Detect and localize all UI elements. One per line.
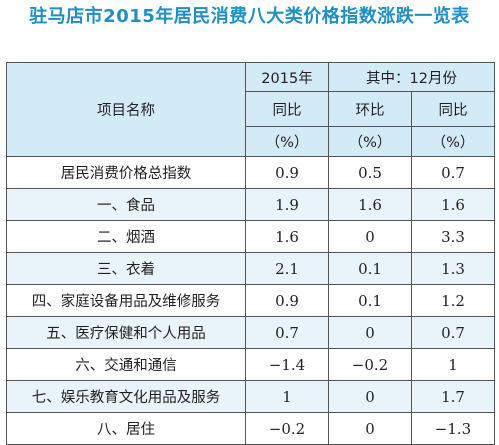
cell-yoy-2015: 0.9: [245, 284, 329, 317]
header-mom-dec: 环比: [328, 91, 412, 127]
row-name: 二、烟酒: [6, 220, 246, 253]
cell-yoy-2015: 1: [245, 380, 329, 413]
header-year-2015: 2015年: [245, 62, 329, 92]
row-name: 居民消费价格总指数: [6, 156, 246, 189]
table-row: 六、交通和通信 −1.4 −0.2 1: [6, 348, 496, 381]
cell-mom-dec: 0.1: [328, 252, 412, 285]
cell-yoy-dec: 1.6: [410, 188, 496, 221]
header-unit-2: （%）: [328, 126, 412, 157]
row-name: 五、医疗保健和个人用品: [6, 316, 246, 349]
cell-mom-dec: 0.1: [328, 284, 412, 317]
cell-mom-dec: 0: [328, 220, 412, 253]
header-unit-1: （%）: [245, 126, 329, 157]
header-item-name: 项目名称: [6, 62, 246, 157]
cell-mom-dec: −0.2: [328, 348, 412, 381]
cell-mom-dec: 0: [328, 380, 412, 413]
header-december-group: 其中：12月份: [327, 62, 496, 92]
row-name: 六、交通和通信: [6, 348, 246, 381]
table-row: 一、食品 1.9 1.6 1.6: [6, 188, 496, 221]
table-row: 五、医疗保健和个人用品 0.7 0 0.7: [6, 316, 496, 349]
cell-yoy-2015: 0.9: [245, 156, 329, 189]
table-row: 四、家庭设备用品及维修服务 0.9 0.1 1.2: [6, 284, 496, 317]
row-name: 三、衣着: [6, 252, 246, 285]
cell-yoy-2015: 1.9: [245, 188, 329, 221]
row-name: 四、家庭设备用品及维修服务: [6, 284, 246, 317]
page-title: 驻马店市2015年居民消费八大类价格指数涨跌一览表: [29, 6, 470, 27]
table-row: 三、衣着 2.1 0.1 1.3: [6, 252, 496, 285]
row-name: 一、食品: [6, 188, 246, 221]
price-index-table: 项目名称 2015年 其中：12月份 同比 环比 同比 （%） （%） （%） …: [6, 62, 496, 445]
cell-yoy-dec: 1.2: [410, 284, 496, 317]
row-name: 七、娱乐教育文化用品及服务: [6, 380, 246, 413]
cell-mom-dec: 0: [328, 412, 412, 445]
cell-mom-dec: 0: [328, 316, 412, 349]
header-yoy-2015: 同比: [245, 91, 329, 127]
cell-yoy-dec: 1: [410, 348, 496, 381]
header-yoy-dec: 同比: [410, 91, 496, 127]
cell-yoy-2015: −0.2: [245, 412, 329, 445]
cell-yoy-dec: 1.7: [410, 380, 496, 413]
table-row: 居民消费价格总指数 0.9 0.5 0.7: [6, 156, 496, 189]
cell-yoy-dec: 0.7: [410, 316, 496, 349]
cell-yoy-2015: 1.6: [245, 220, 329, 253]
cell-mom-dec: 1.6: [328, 188, 412, 221]
cell-yoy-2015: 0.7: [245, 316, 329, 349]
row-name: 八、居住: [6, 412, 246, 445]
cell-yoy-dec: −1.3: [410, 412, 496, 445]
table-row: 二、烟酒 1.6 0 3.3: [6, 220, 496, 253]
cell-yoy-2015: −1.4: [245, 348, 329, 381]
cell-yoy-dec: 1.3: [410, 252, 496, 285]
cell-yoy-dec: 0.7: [410, 156, 496, 189]
cell-mom-dec: 0.5: [328, 156, 412, 189]
header-unit-3: （%）: [410, 126, 496, 157]
cell-yoy-dec: 3.3: [410, 220, 496, 253]
table-row: 八、居住 −0.2 0 −1.3: [6, 412, 496, 445]
cell-yoy-2015: 2.1: [245, 252, 329, 285]
table-row: 七、娱乐教育文化用品及服务 1 0 1.7: [6, 380, 496, 413]
